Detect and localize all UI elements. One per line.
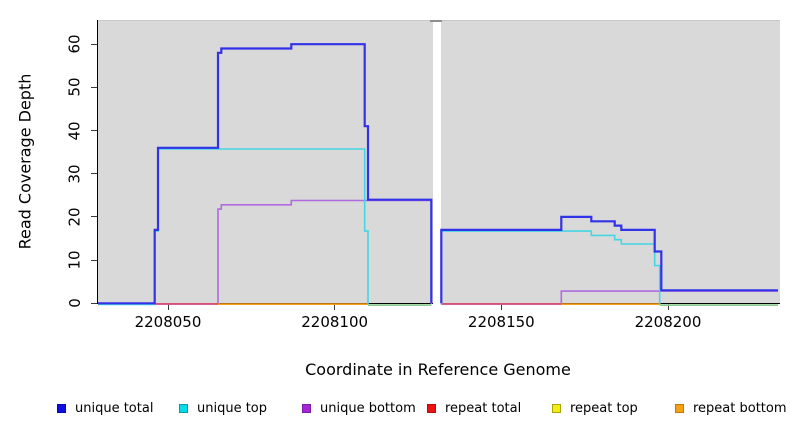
x-tick (500, 304, 502, 310)
y-tick (90, 302, 97, 304)
x-tick-label: 2208150 (467, 313, 535, 331)
legend-label: repeat top (570, 400, 638, 416)
y-tick-label: 10 (66, 250, 84, 270)
legend-swatch-icon (57, 403, 66, 413)
y-tick (90, 43, 97, 45)
legend-swatch-icon (302, 403, 311, 413)
legend-label: unique top (197, 400, 268, 416)
y-tick (90, 216, 97, 218)
legend-swatch-icon (427, 403, 436, 413)
x-tick-label: 2208200 (634, 313, 702, 331)
legend-swatch-icon (179, 403, 188, 413)
x-tick (334, 304, 336, 310)
y-tick-label: 0 (65, 298, 84, 309)
y-tick (90, 259, 97, 261)
y-axis-line (96, 20, 98, 304)
x-tick-label: 2208050 (134, 313, 202, 331)
plot-panel-right (440, 20, 780, 303)
legend-item-unique-total: unique total (57, 399, 153, 417)
y-tick (90, 173, 97, 175)
legend-item-repeat-top: repeat top (552, 399, 638, 417)
y-tick (90, 130, 97, 132)
masked-region-top-mark (430, 19, 442, 22)
x-tick (167, 304, 169, 310)
y-tick-label: 40 (66, 121, 84, 141)
y-tick-label: 60 (66, 34, 84, 54)
x-axis-line-right (440, 302, 780, 304)
legend-label: repeat bottom (693, 400, 787, 416)
legend-swatch-icon (552, 403, 561, 413)
plot-panel-left (97, 20, 433, 303)
legend-label: repeat total (445, 400, 522, 416)
y-tick-label: 20 (66, 207, 84, 227)
legend-label: unique bottom (320, 400, 416, 416)
y-tick-label: 30 (66, 164, 84, 184)
legend-item-unique-top: unique top (179, 399, 267, 417)
x-tick (667, 304, 669, 310)
legend-item-repeat-total: repeat total (427, 399, 521, 417)
legend-swatch-icon (675, 403, 684, 413)
legend-item-repeat-bottom: repeat bottom (675, 399, 787, 417)
legend-label: unique total (75, 400, 154, 416)
x-axis-line-left (96, 302, 433, 304)
legend-item-unique-bottom: unique bottom (302, 399, 416, 417)
x-tick-label: 2208100 (301, 313, 369, 331)
y-axis-title: Read Coverage Depth (15, 73, 35, 249)
x-axis-title: Coordinate in Reference Genome (305, 360, 571, 379)
y-tick (90, 86, 97, 88)
y-tick-label: 50 (66, 77, 84, 97)
masked-region-band (432, 21, 441, 306)
